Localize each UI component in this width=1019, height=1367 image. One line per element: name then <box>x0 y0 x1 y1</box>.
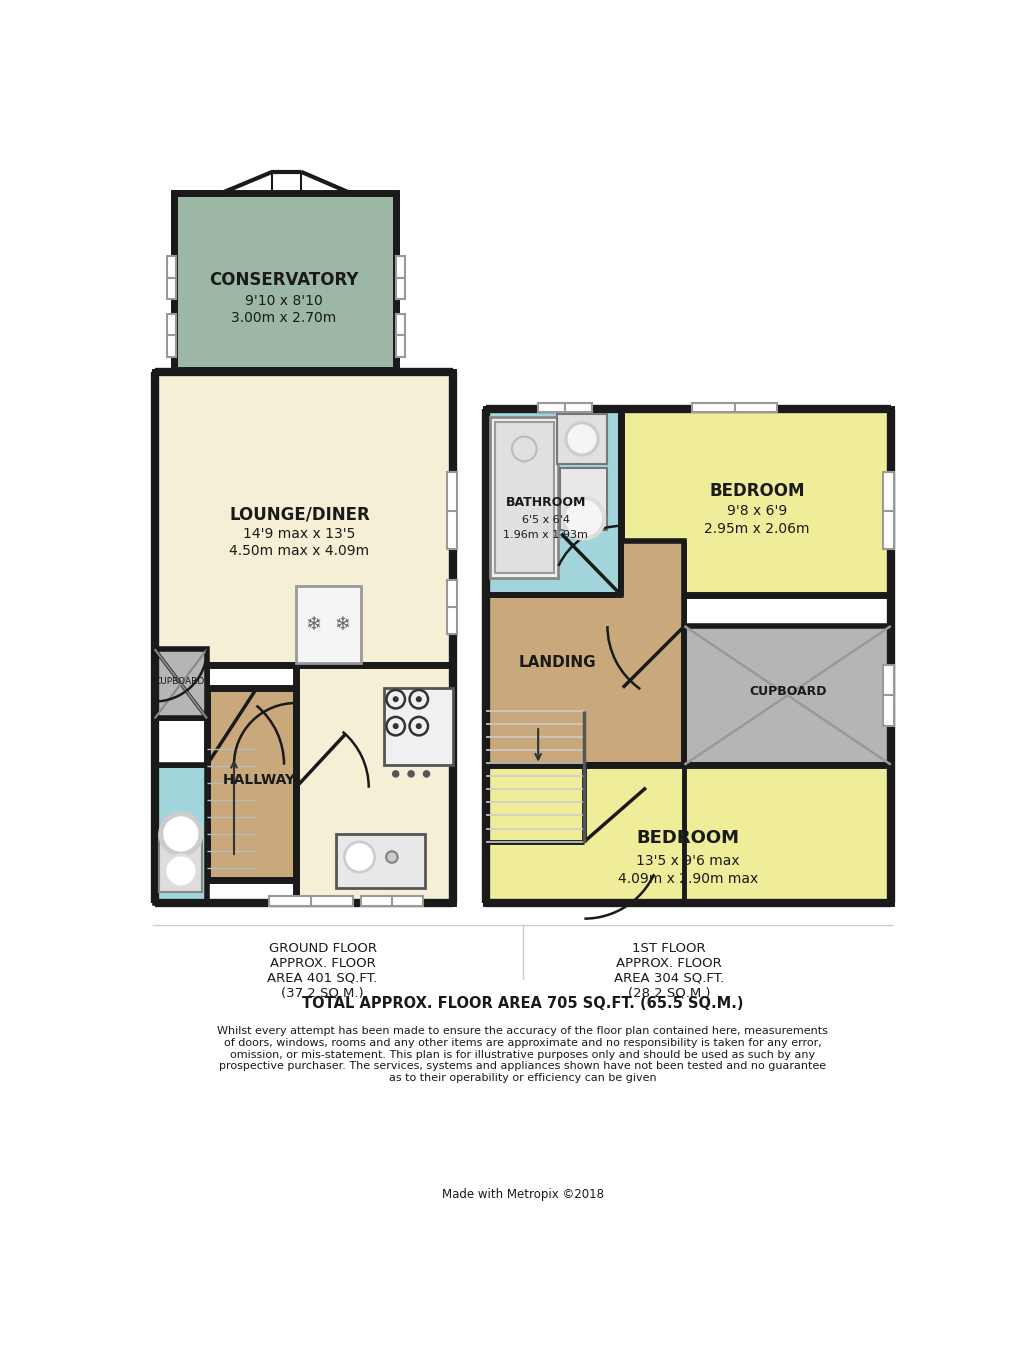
Text: 14'9 max x 13'5: 14'9 max x 13'5 <box>243 526 356 540</box>
Bar <box>621 409 890 595</box>
Circle shape <box>423 771 429 776</box>
Bar <box>296 586 361 663</box>
Text: 1ST FLOOR
APPROX. FLOOR
AREA 304 SQ.FT.
(28.2 SQ.M.): 1ST FLOOR APPROX. FLOOR AREA 304 SQ.FT. … <box>613 942 723 999</box>
Circle shape <box>416 697 421 701</box>
Circle shape <box>167 857 195 884</box>
Bar <box>882 472 893 550</box>
Bar <box>882 664 893 726</box>
Text: 6'5 x 6'4: 6'5 x 6'4 <box>522 515 570 525</box>
Text: TOTAL APPROX. FLOOR AREA 705 SQ.FT. (65.5 SQ.M.): TOTAL APPROX. FLOOR AREA 705 SQ.FT. (65.… <box>302 995 743 1010</box>
Bar <box>538 403 591 411</box>
Text: 13'5 x 9'6 max: 13'5 x 9'6 max <box>636 854 740 868</box>
Bar <box>174 193 395 370</box>
Text: LANDING: LANDING <box>518 656 596 670</box>
Bar <box>155 649 207 719</box>
Circle shape <box>561 496 604 540</box>
Text: 3.00m x 2.70m: 3.00m x 2.70m <box>231 312 336 325</box>
Circle shape <box>159 812 202 856</box>
Polygon shape <box>485 541 684 842</box>
Bar <box>447 580 457 634</box>
Text: BEDROOM: BEDROOM <box>708 483 804 500</box>
Circle shape <box>392 771 398 776</box>
Text: 2.95m x 2.06m: 2.95m x 2.06m <box>703 522 809 536</box>
Bar <box>395 314 405 357</box>
Circle shape <box>408 771 414 776</box>
Text: CONSERVATORY: CONSERVATORY <box>209 271 359 288</box>
Circle shape <box>566 500 601 536</box>
Bar <box>207 688 296 880</box>
Circle shape <box>393 697 397 701</box>
Text: 1.96m x 1.93m: 1.96m x 1.93m <box>503 530 588 540</box>
Circle shape <box>568 425 595 452</box>
Text: GROUND FLOOR
APPROX. FLOOR
AREA 401 SQ.FT.
(37.2 SQ.M.): GROUND FLOOR APPROX. FLOOR AREA 401 SQ.F… <box>267 942 377 999</box>
Circle shape <box>565 422 598 455</box>
Text: 9'10 x 8'10: 9'10 x 8'10 <box>245 294 323 308</box>
Text: CUPBOARD: CUPBOARD <box>155 677 205 686</box>
Text: HALLWAY: HALLWAY <box>222 774 296 787</box>
Bar <box>485 764 890 904</box>
Text: BEDROOM: BEDROOM <box>636 828 739 846</box>
Bar <box>556 414 607 465</box>
Bar <box>167 257 176 299</box>
Bar <box>268 895 353 906</box>
Bar <box>395 257 405 299</box>
Circle shape <box>393 725 397 729</box>
Text: Whilst every attempt has been made to ensure the accuracy of the floor plan cont: Whilst every attempt has been made to en… <box>217 1027 827 1083</box>
Text: Made with Metropix ©2018: Made with Metropix ©2018 <box>441 1188 603 1202</box>
Bar <box>692 403 776 411</box>
Bar <box>361 895 422 906</box>
Text: 9'8 x 6'9: 9'8 x 6'9 <box>726 503 787 518</box>
Bar <box>296 664 453 904</box>
Bar <box>336 834 425 887</box>
Bar <box>384 688 453 764</box>
Circle shape <box>164 817 198 850</box>
Bar <box>155 372 453 664</box>
Text: 4.50m max x 4.09m: 4.50m max x 4.09m <box>229 544 369 558</box>
Circle shape <box>387 853 395 861</box>
Bar <box>490 417 557 578</box>
Bar <box>167 314 176 357</box>
Bar <box>447 472 457 550</box>
Bar <box>159 834 202 891</box>
Text: 4.09m x 2.90m max: 4.09m x 2.90m max <box>618 872 758 886</box>
Circle shape <box>385 850 397 863</box>
Bar <box>155 764 207 904</box>
Circle shape <box>164 854 198 887</box>
Circle shape <box>343 842 375 872</box>
Circle shape <box>346 843 372 871</box>
Bar <box>485 409 621 595</box>
Bar <box>684 626 890 764</box>
Bar <box>494 422 553 573</box>
Circle shape <box>416 725 421 729</box>
Text: ❄  ❄: ❄ ❄ <box>306 615 351 634</box>
Text: BATHROOM: BATHROOM <box>505 496 586 510</box>
Text: CUPBOARD: CUPBOARD <box>748 685 825 699</box>
Text: LOUNGE/DINER: LOUNGE/DINER <box>229 506 370 524</box>
Bar <box>559 468 607 530</box>
